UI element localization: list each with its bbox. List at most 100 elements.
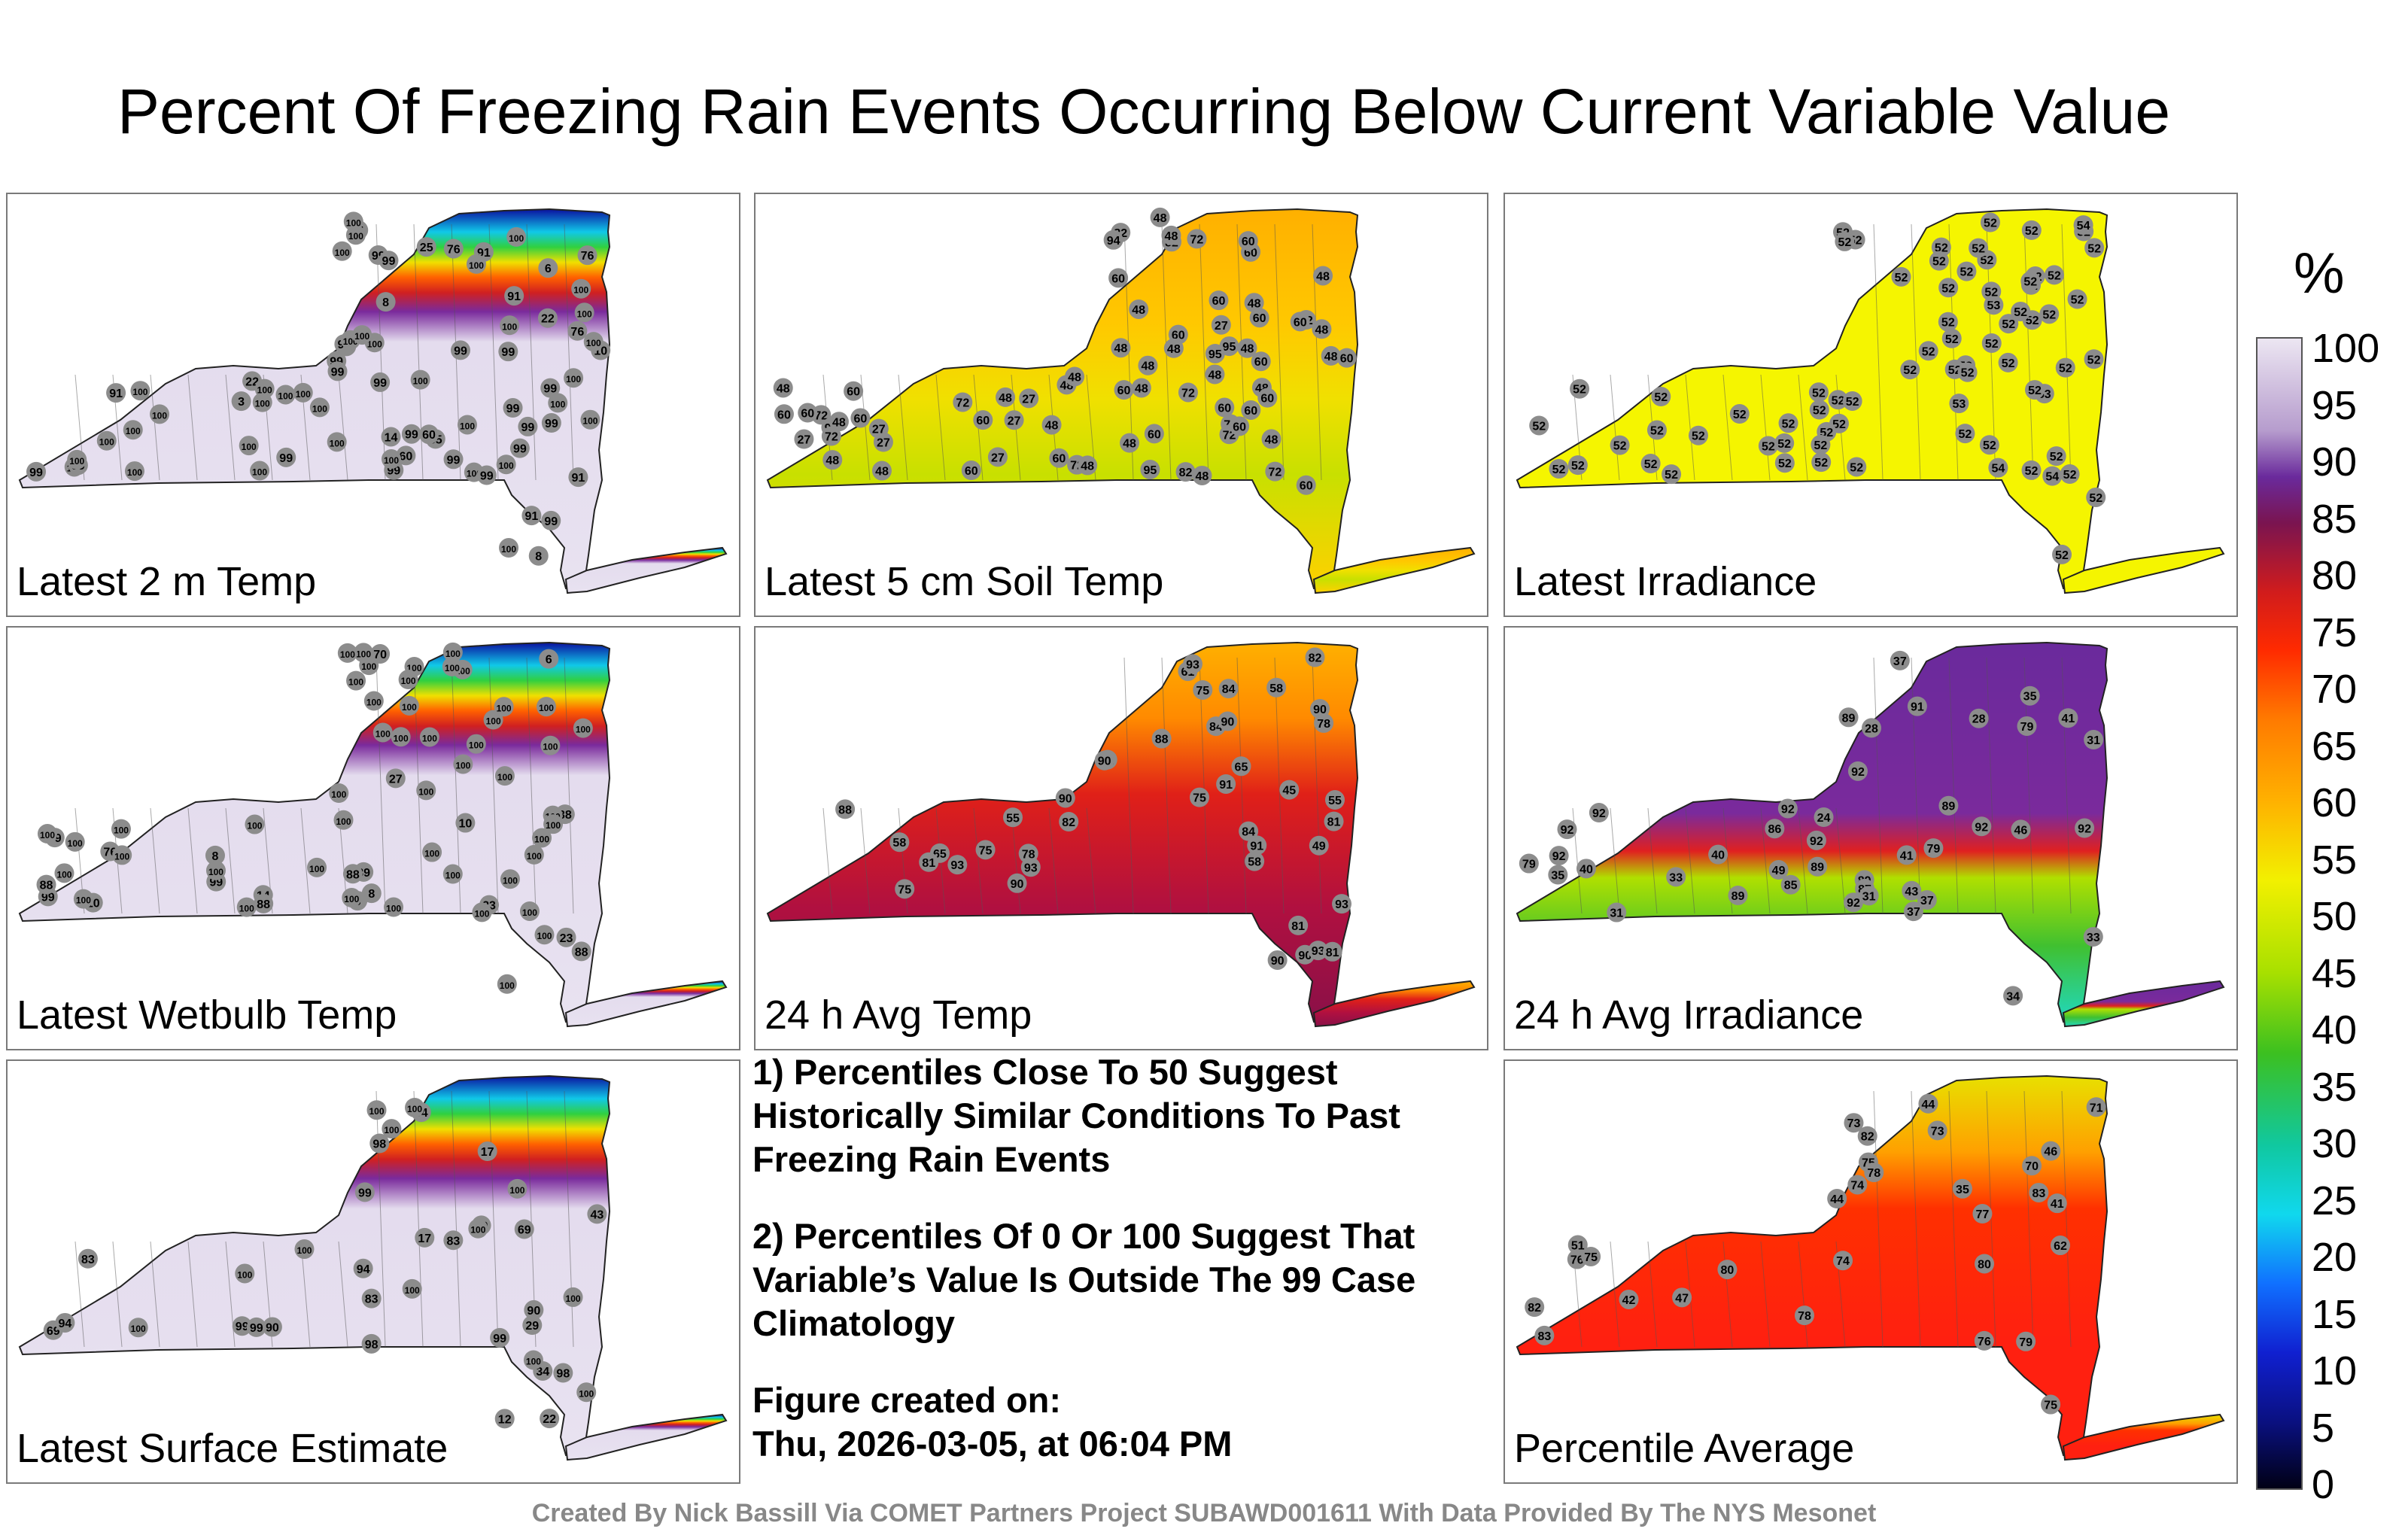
- station-dot: [379, 251, 399, 271]
- station-marker: 100: [363, 691, 384, 711]
- station-dot: [580, 409, 600, 430]
- state-outline: [18, 641, 611, 1023]
- station-dot: [540, 1409, 560, 1429]
- station-value: 33: [1669, 871, 1683, 884]
- station-marker: 73: [1844, 1113, 1864, 1133]
- map-panel: 2217121734392943836994908383699098999994…: [6, 1059, 740, 1484]
- station-dot: [1969, 708, 1989, 728]
- county-line: [898, 374, 908, 481]
- station-marker: 100: [54, 863, 74, 883]
- colorbar-tick-label: 40: [2312, 1008, 2358, 1053]
- station-value: 100: [336, 816, 351, 827]
- station-value: 92: [1781, 803, 1795, 816]
- station-value: 60: [399, 450, 412, 463]
- station-dot: [36, 874, 56, 895]
- station-value: 41: [2051, 1198, 2064, 1211]
- station-dot: [895, 879, 915, 899]
- station-dot: [73, 889, 93, 909]
- station-marker: 92: [1777, 798, 1798, 819]
- station-dot: [1833, 1251, 1853, 1271]
- station-value: 83: [446, 1235, 460, 1248]
- station-value: 100: [445, 649, 461, 659]
- station-marker: 52: [2060, 464, 2080, 485]
- station-dot: [1777, 798, 1798, 819]
- station-dot: [443, 1230, 464, 1251]
- station-marker: 52: [1651, 387, 1671, 407]
- station-dot: [1163, 338, 1184, 358]
- station-marker: 100: [123, 420, 143, 440]
- station-dot: [821, 426, 841, 446]
- station-marker: 71: [2086, 1097, 2106, 1117]
- station-dot: [519, 901, 540, 921]
- station-marker: 60: [1215, 397, 1235, 418]
- station-value: 52: [1972, 243, 1985, 256]
- station-value: 93: [1335, 898, 1348, 911]
- station-marker: 37: [1890, 650, 1910, 670]
- station-value: 100: [361, 661, 376, 672]
- station-value: 60: [777, 409, 791, 421]
- long-island-outline: [1312, 546, 1476, 594]
- station-value: 91: [1911, 701, 1924, 714]
- station-marker: 10: [455, 813, 476, 833]
- station-marker: 46: [2011, 819, 2031, 840]
- station-marker: 43: [587, 1204, 607, 1224]
- station-marker: 52: [1567, 455, 1588, 476]
- station-marker: 52: [1918, 341, 1938, 361]
- station-marker: 3: [231, 391, 251, 412]
- county-line: [1312, 223, 1322, 481]
- colorbar: [2256, 337, 2303, 1490]
- station-dot: [2083, 926, 2103, 947]
- panel-label: 24 h Avg Temp: [765, 992, 1032, 1038]
- station-marker: 8: [375, 292, 396, 312]
- station-dot: [1844, 892, 1864, 913]
- station-value: 75: [898, 883, 911, 896]
- station-marker: 52: [1729, 404, 1750, 424]
- state-outline: [18, 1074, 611, 1457]
- station-dot: [150, 404, 170, 424]
- station-dot: [2024, 380, 2045, 400]
- station-dot: [1980, 212, 2000, 233]
- station-value: 52: [2014, 306, 2027, 319]
- station-marker: 83: [1534, 1325, 1555, 1345]
- panel-label: 24 h Avg Irradiance: [1514, 992, 1864, 1038]
- station-value: 81: [1327, 816, 1341, 829]
- station-value: 100: [455, 760, 470, 771]
- station-dot: [1313, 266, 1333, 286]
- station-marker: 78: [1018, 843, 1038, 864]
- station-dot: [540, 735, 561, 755]
- station-value: 100: [247, 821, 262, 831]
- station-value: 60: [1260, 393, 1274, 406]
- station-value: 100: [384, 1125, 399, 1135]
- station-value: 99: [521, 421, 535, 434]
- station-marker: 29: [522, 1315, 543, 1336]
- station-marker: 100: [466, 734, 486, 754]
- station-marker: 69: [43, 1320, 63, 1340]
- station-value: 46: [2044, 1146, 2057, 1159]
- station-marker: 52: [1938, 278, 1959, 298]
- station-value: 99: [41, 891, 55, 904]
- county-line: [413, 1090, 424, 1348]
- county-line: [338, 1241, 348, 1348]
- station-dot: [1859, 886, 1879, 906]
- station-marker: 93: [1308, 941, 1328, 961]
- station-value: 91: [109, 388, 123, 400]
- station-value: 88: [40, 880, 53, 892]
- station-value: 100: [340, 649, 355, 660]
- station-value: 52: [1733, 409, 1747, 421]
- station-dot: [55, 1312, 75, 1333]
- station-dot: [541, 510, 561, 530]
- long-island-outline: [2062, 980, 2225, 1028]
- station-marker: 86: [1765, 819, 1785, 839]
- station-marker: 100: [399, 695, 419, 716]
- station-value: 79: [2020, 721, 2034, 734]
- station-dot: [231, 391, 251, 412]
- station-value: 74: [1850, 1179, 1864, 1192]
- station-dot: [1249, 308, 1269, 328]
- county-line: [1274, 657, 1285, 914]
- station-marker: 100: [65, 831, 85, 852]
- station-value: 52: [1650, 424, 1664, 437]
- station-value: 100: [369, 1106, 384, 1117]
- station-value: 22: [541, 313, 555, 326]
- station-value: 27: [798, 434, 811, 447]
- station-dot: [293, 382, 313, 403]
